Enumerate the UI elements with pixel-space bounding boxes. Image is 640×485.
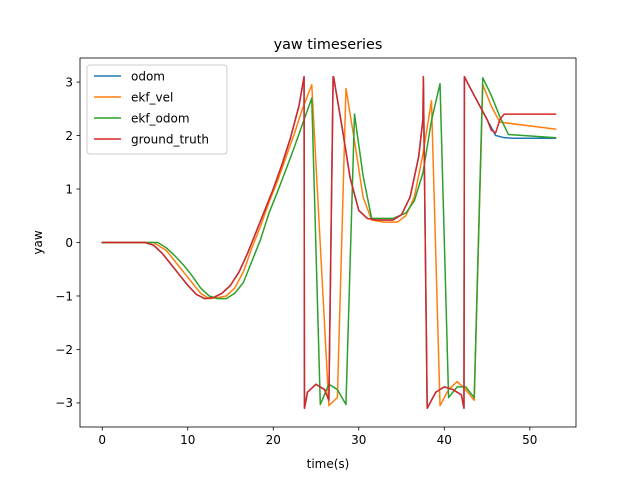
y-tick-label: −2 (55, 343, 73, 357)
y-tick-label: 0 (65, 236, 73, 250)
plot-lines (101, 75, 557, 410)
legend-label-ground-truth: ground_truth (131, 132, 209, 146)
x-axis-ticks: 0 10 20 30 40 50 (98, 427, 537, 447)
legend: odom ekf_vel ekf_odom ground_truth (86, 64, 228, 155)
y-tick-label: −3 (55, 396, 73, 410)
x-tick-label: 40 (437, 433, 452, 447)
series-line-ground-truth (101, 75, 557, 410)
y-tick-label: 2 (65, 129, 73, 143)
y-axis-ticks: −3 −2 −1 0 1 2 3 (55, 75, 80, 410)
legend-label-ekf-vel: ekf_vel (131, 90, 173, 104)
x-axis-label: time(s) (307, 457, 350, 471)
y-tick-label: −1 (55, 289, 73, 303)
legend-label-odom: odom (131, 69, 165, 83)
y-axis-label: yaw (31, 230, 45, 254)
series-line-ekf-vel (101, 83, 557, 407)
y-tick-label: 1 (65, 182, 73, 196)
x-tick-label: 30 (351, 433, 366, 447)
chart-title: yaw timeseries (274, 37, 383, 53)
x-tick-label: 50 (522, 433, 537, 447)
legend-label-ekf-odom: ekf_odom (131, 111, 190, 125)
x-tick-label: 10 (180, 433, 195, 447)
x-tick-label: 20 (266, 433, 281, 447)
legend-box (86, 64, 228, 155)
y-tick-label: 3 (65, 75, 73, 89)
x-tick-label: 0 (98, 433, 106, 447)
